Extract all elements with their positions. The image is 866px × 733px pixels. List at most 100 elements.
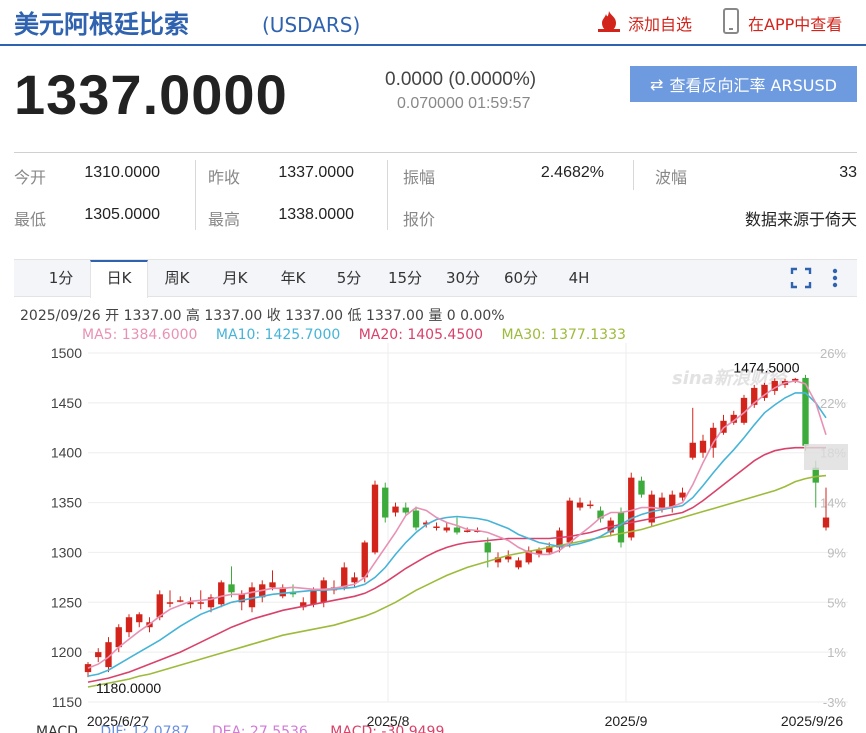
reverse-rate-button[interactable]: ⇄ 查看反向汇率 ARSUSD (630, 66, 857, 102)
candle-body (95, 652, 102, 658)
candle-body (177, 600, 184, 602)
y-tick-label: 1450 (51, 395, 82, 411)
candle-body (546, 546, 553, 553)
tab-60min[interactable]: 60分 (503, 269, 539, 287)
candle-body (740, 397, 748, 423)
x-tick-label: 2025/9/26 (781, 713, 843, 729)
candle-body (115, 627, 122, 648)
candle-body (300, 602, 307, 608)
tab-4h[interactable]: 4H (568, 269, 590, 287)
ma30-line (87, 474, 827, 688)
candle-body (228, 584, 235, 593)
candle-body (699, 440, 707, 453)
candle-body (464, 530, 471, 532)
tab-weekly[interactable]: 周K (164, 269, 190, 287)
candle-body (105, 642, 112, 668)
candle-body (494, 557, 502, 563)
candle-body (197, 602, 204, 604)
y-tick-label: 1150 (52, 694, 82, 710)
ma5-line (87, 380, 827, 669)
candle-body (136, 614, 143, 623)
candle-body (658, 497, 666, 508)
flame-icon (596, 9, 622, 37)
candle-body (525, 550, 532, 563)
ma20-line (87, 446, 826, 683)
amplitude-value: 2.4682% (540, 164, 604, 181)
phone-icon (722, 8, 740, 38)
candle-body (423, 522, 430, 525)
fullscreen-icon[interactable] (790, 266, 812, 294)
candle-body (515, 560, 522, 568)
x-tick-label: 2025/6/27 (87, 713, 149, 729)
swap-icon: ⇄ (650, 74, 664, 94)
more-menu-icon[interactable] (830, 266, 840, 294)
view-in-app-label: 在APP中查看 (748, 15, 843, 34)
candle-body (792, 378, 799, 381)
watermark: sina新浪财经 (672, 368, 789, 389)
pct-tick-label: 9% (827, 545, 846, 560)
candle-body (597, 510, 604, 519)
wave-value: 33 (839, 164, 857, 181)
candle-body (628, 477, 635, 538)
kline-chart[interactable]: 1150 1200 1250 1300 1350 1400 1450 1500 -3% 1% 5% 9… (0, 340, 866, 733)
add-favorite-button[interactable]: 添加自选 (596, 9, 692, 37)
candle-body (279, 587, 286, 597)
pct-tick-label: 5% (827, 595, 846, 610)
candle-body (576, 502, 584, 508)
candle-body (125, 617, 133, 633)
tab-daily[interactable]: 日K (90, 260, 148, 298)
macd-legend: MACD DIF: 12.0787 DEA: 27.5536 MACD: -30… (36, 724, 462, 733)
candle-body (341, 567, 348, 588)
candle-body (556, 530, 563, 548)
candle-body (248, 587, 256, 608)
candle-body (535, 550, 543, 555)
candle-body (587, 504, 594, 507)
data-source: 数据来源于倚天 (744, 212, 857, 229)
candle-body (351, 577, 358, 583)
tab-1min[interactable]: 1分 (48, 269, 74, 287)
stats-divider (14, 152, 857, 153)
macd-dif: DIF: 12.0787 (100, 724, 190, 733)
ohlc-readout: 2025/09/26 开 1337.00 高 1337.00 收 1337.00… (20, 308, 505, 324)
prev-close-value: 1337.0000 (278, 164, 354, 181)
prev-close-label: 昨收 (208, 170, 241, 187)
symbol-code: (USDARS) (262, 13, 361, 37)
candle-body (710, 427, 717, 448)
ma5-value: MA5: 1384.6000 (82, 327, 198, 343)
stats-separator (387, 160, 388, 230)
max-price-label: 1474.5000 (733, 359, 799, 375)
candle-body (207, 597, 215, 608)
candle-body (689, 442, 696, 458)
view-in-app-link[interactable]: 在APP中查看 (722, 8, 843, 38)
candle-body (361, 542, 368, 578)
tab-yearly[interactable]: 年K (280, 269, 306, 287)
pct-tick-label: 1% (827, 645, 846, 660)
page-title: 美元阿根廷比索 (14, 10, 190, 39)
add-favorite-label: 添加自选 (628, 15, 693, 34)
candle-body (382, 487, 389, 518)
candle-body (566, 500, 573, 543)
amplitude-label: 振幅 (403, 170, 436, 187)
tab-30min[interactable]: 30分 (445, 269, 481, 287)
ma30-value: MA30: 1377.1333 (501, 327, 626, 343)
tab-monthly[interactable]: 月K (222, 269, 248, 287)
period-tabs: 1分 日K 周K 月K 年K 5分 15分 30分 60分 4H (14, 259, 857, 298)
y-tick-label: 1500 (51, 345, 82, 361)
candle-body (638, 480, 645, 495)
quote-meta: 0.070000 01:59:57 (397, 95, 531, 112)
candle-body (166, 602, 174, 604)
tab-15min[interactable]: 15分 (387, 269, 423, 287)
candle-body (289, 592, 297, 595)
x-tick-label: 2025/9 (605, 713, 648, 729)
tab-5min[interactable]: 5分 (336, 269, 362, 287)
header-bar: 美元阿根廷比索 (USDARS) 添加自选 在APP中查看 (0, 0, 866, 46)
candle-body (310, 590, 317, 605)
pct-tick-label: 26% (820, 346, 846, 361)
candle-body (761, 384, 768, 398)
high-label: 最高 (208, 212, 241, 229)
candle-body (720, 420, 727, 433)
y-tick-label: 1200 (51, 644, 82, 660)
candle-body (617, 512, 625, 543)
candle-body (269, 582, 276, 588)
min-price-label: 1180.0000 (96, 680, 161, 696)
